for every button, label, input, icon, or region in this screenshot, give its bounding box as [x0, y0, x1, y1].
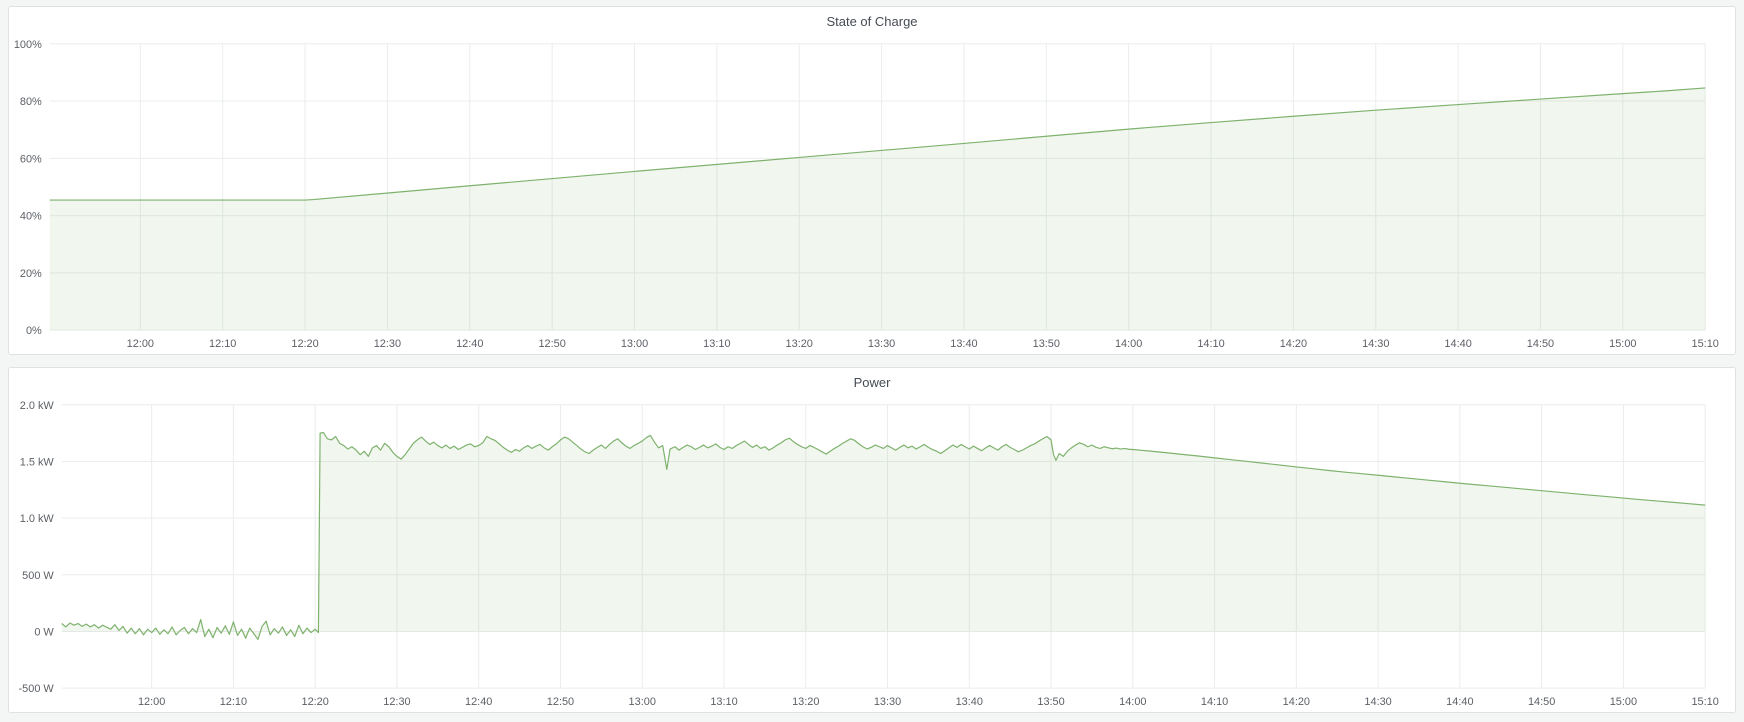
svg-text:13:50: 13:50	[1033, 338, 1060, 350]
svg-text:14:50: 14:50	[1527, 338, 1554, 350]
svg-text:13:20: 13:20	[786, 338, 813, 350]
svg-text:14:20: 14:20	[1280, 338, 1307, 350]
svg-text:-500 W: -500 W	[19, 683, 55, 695]
svg-text:15:00: 15:00	[1609, 338, 1636, 350]
svg-text:12:20: 12:20	[302, 696, 329, 708]
svg-text:14:00: 14:00	[1119, 696, 1146, 708]
svg-text:13:10: 13:10	[710, 696, 737, 708]
panel-title-power[interactable]: Power	[853, 375, 891, 390]
svg-text:12:40: 12:40	[465, 696, 492, 708]
svg-text:13:50: 13:50	[1037, 696, 1064, 708]
svg-text:14:10: 14:10	[1197, 338, 1224, 350]
svg-text:60%: 60%	[20, 153, 42, 165]
svg-text:2.0 kW: 2.0 kW	[20, 400, 55, 412]
svg-text:1.5 kW: 1.5 kW	[20, 456, 55, 468]
svg-text:12:00: 12:00	[138, 696, 165, 708]
svg-text:13:40: 13:40	[950, 338, 977, 350]
svg-text:0 W: 0 W	[34, 626, 54, 638]
svg-text:0%: 0%	[26, 325, 42, 337]
svg-text:14:00: 14:00	[1115, 338, 1142, 350]
panel-state-of-charge: State of Charge 0% 20% 40% 60% 80% 100% 12:00 1…	[8, 6, 1736, 355]
svg-text:12:10: 12:10	[209, 338, 236, 350]
svg-text:13:00: 13:00	[629, 696, 656, 708]
svg-text:12:50: 12:50	[538, 338, 565, 350]
svg-text:12:50: 12:50	[547, 696, 574, 708]
svg-text:100%: 100%	[14, 39, 42, 51]
svg-text:13:20: 13:20	[792, 696, 819, 708]
power-chart-svg: -500 W 0 W 500 W 1.0 kW 1.5 kW 2.0 kW 12:00 12:…	[19, 400, 1719, 708]
svg-text:500 W: 500 W	[22, 570, 54, 582]
svg-text:12:10: 12:10	[220, 696, 247, 708]
svg-text:1.0 kW: 1.0 kW	[20, 513, 55, 525]
svg-text:13:30: 13:30	[868, 338, 895, 350]
svg-text:15:00: 15:00	[1610, 696, 1637, 708]
svg-text:12:40: 12:40	[456, 338, 483, 350]
svg-text:13:00: 13:00	[621, 338, 648, 350]
svg-text:14:30: 14:30	[1364, 696, 1391, 708]
svg-text:13:40: 13:40	[956, 696, 983, 708]
svg-text:80%: 80%	[20, 96, 42, 108]
svg-text:12:00: 12:00	[127, 338, 154, 350]
state-of-charge-chart[interactable]: 0% 20% 40% 60% 80% 100% 12:00 12:10 12:20 12:30 12…	[9, 7, 1735, 354]
panel-power: Power -500 W 0 W 500 W 1.0 kW 1.5 kW 2.0 kW 12…	[8, 367, 1736, 713]
panel-title-state-of-charge[interactable]: State of Charge	[826, 14, 918, 29]
svg-text:14:10: 14:10	[1201, 696, 1228, 708]
svg-text:12:30: 12:30	[383, 696, 410, 708]
svg-text:20%: 20%	[20, 268, 42, 280]
svg-text:14:20: 14:20	[1283, 696, 1310, 708]
svg-text:15:10: 15:10	[1691, 696, 1718, 708]
svg-text:13:10: 13:10	[703, 338, 730, 350]
svg-text:14:30: 14:30	[1362, 338, 1389, 350]
svg-text:12:30: 12:30	[374, 338, 401, 350]
svg-text:14:40: 14:40	[1446, 696, 1473, 708]
svg-text:12:20: 12:20	[291, 338, 318, 350]
state-of-charge-chart-svg: 0% 20% 40% 60% 80% 100% 12:00 12:10 12:20 12:30 12…	[14, 39, 1719, 350]
svg-text:14:40: 14:40	[1444, 338, 1471, 350]
svg-text:14:50: 14:50	[1528, 696, 1555, 708]
svg-text:13:30: 13:30	[874, 696, 901, 708]
svg-text:15:10: 15:10	[1692, 338, 1719, 350]
power-chart[interactable]: -500 W 0 W 500 W 1.0 kW 1.5 kW 2.0 kW 12:00 12:…	[9, 368, 1735, 712]
svg-text:40%: 40%	[20, 211, 42, 223]
